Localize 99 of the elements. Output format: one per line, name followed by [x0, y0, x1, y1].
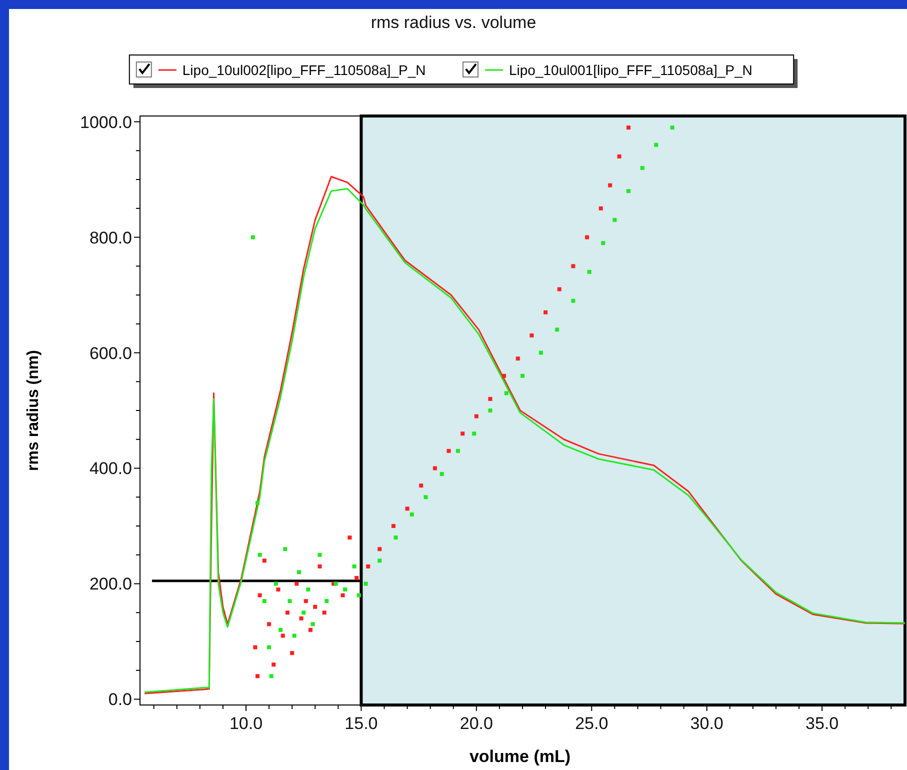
point — [626, 189, 630, 194]
point — [262, 558, 266, 563]
point — [472, 432, 476, 436]
point — [308, 628, 313, 632]
legend-label: Lipo_10ul002[lipo_FFF_110508a]_P_N — [182, 62, 426, 78]
point — [585, 235, 590, 240]
x-tick-label: 30.0 — [690, 714, 724, 733]
point — [612, 218, 617, 222]
point — [310, 622, 315, 626]
point — [283, 547, 288, 552]
point — [598, 206, 603, 210]
x-tick-label: 35.0 — [806, 714, 839, 733]
y-tick-label: 600.0 — [89, 344, 132, 363]
y-tick-label: 200.0 — [89, 574, 132, 594]
point — [296, 570, 301, 574]
point — [378, 547, 382, 552]
point — [456, 448, 460, 453]
point — [267, 645, 272, 650]
point — [285, 610, 290, 615]
point — [364, 582, 368, 586]
point — [516, 356, 520, 361]
point — [299, 616, 304, 620]
point — [269, 674, 274, 678]
point — [557, 287, 562, 292]
point — [256, 500, 260, 505]
point — [272, 662, 276, 667]
y-tick-label: 400.0 — [89, 459, 132, 478]
point — [318, 552, 322, 557]
y-tick-label: 1000.0 — [80, 112, 132, 132]
point — [432, 466, 437, 470]
point — [391, 524, 396, 528]
point — [640, 166, 644, 170]
point — [405, 506, 410, 511]
point — [474, 414, 478, 418]
x-tick-label: 15.0 — [344, 714, 378, 733]
point — [654, 142, 658, 147]
point — [356, 593, 361, 598]
y-axis-title: rms radius (nm) — [25, 350, 42, 471]
legend-label: Lipo_10ul001[lipo_FFF_110508a]_P_N — [509, 62, 752, 78]
point — [504, 391, 508, 396]
chart-title: rms radius vs. volume — [370, 13, 536, 32]
point — [276, 588, 280, 592]
point — [502, 374, 506, 378]
point — [424, 495, 428, 500]
point — [419, 484, 424, 488]
point — [366, 564, 370, 568]
point — [446, 448, 451, 453]
point — [394, 536, 398, 540]
point — [294, 582, 299, 586]
point — [253, 645, 258, 650]
point — [571, 264, 576, 268]
point — [304, 599, 308, 604]
point — [601, 241, 606, 246]
point — [354, 576, 359, 580]
point — [258, 593, 262, 598]
point — [538, 350, 543, 355]
y-tick-label: 0.0 — [108, 690, 132, 710]
point — [626, 126, 630, 130]
point — [324, 599, 329, 604]
point — [587, 270, 592, 274]
point — [352, 564, 356, 568]
point — [571, 298, 576, 303]
point — [670, 126, 674, 130]
point — [520, 374, 524, 378]
point — [288, 599, 292, 604]
y-tick-label: 800.0 — [89, 228, 132, 248]
point — [250, 235, 255, 240]
point — [340, 593, 345, 598]
x-tick-label: 25.0 — [575, 714, 608, 733]
point — [440, 472, 444, 476]
x-axis-title: volume (mL) — [469, 747, 571, 766]
point — [290, 651, 294, 656]
point — [410, 512, 414, 516]
point — [460, 432, 465, 436]
point — [608, 183, 612, 188]
point — [322, 610, 326, 615]
point — [306, 588, 310, 592]
point — [292, 634, 296, 638]
x-tick-label: 10.0 — [229, 714, 263, 733]
point — [267, 622, 272, 626]
point — [530, 333, 534, 338]
x-tick-label: 20.0 — [460, 714, 493, 733]
point — [278, 628, 283, 632]
point — [343, 588, 348, 592]
point — [258, 552, 262, 557]
point — [256, 674, 260, 678]
point — [313, 604, 318, 609]
point — [302, 610, 306, 615]
point — [280, 634, 285, 638]
point — [617, 154, 622, 158]
point — [488, 396, 492, 401]
point — [378, 558, 382, 563]
point — [348, 536, 352, 540]
point — [318, 564, 322, 568]
point — [262, 599, 266, 604]
point — [555, 328, 560, 332]
point — [488, 408, 492, 412]
point — [274, 582, 278, 586]
point — [544, 310, 548, 314]
